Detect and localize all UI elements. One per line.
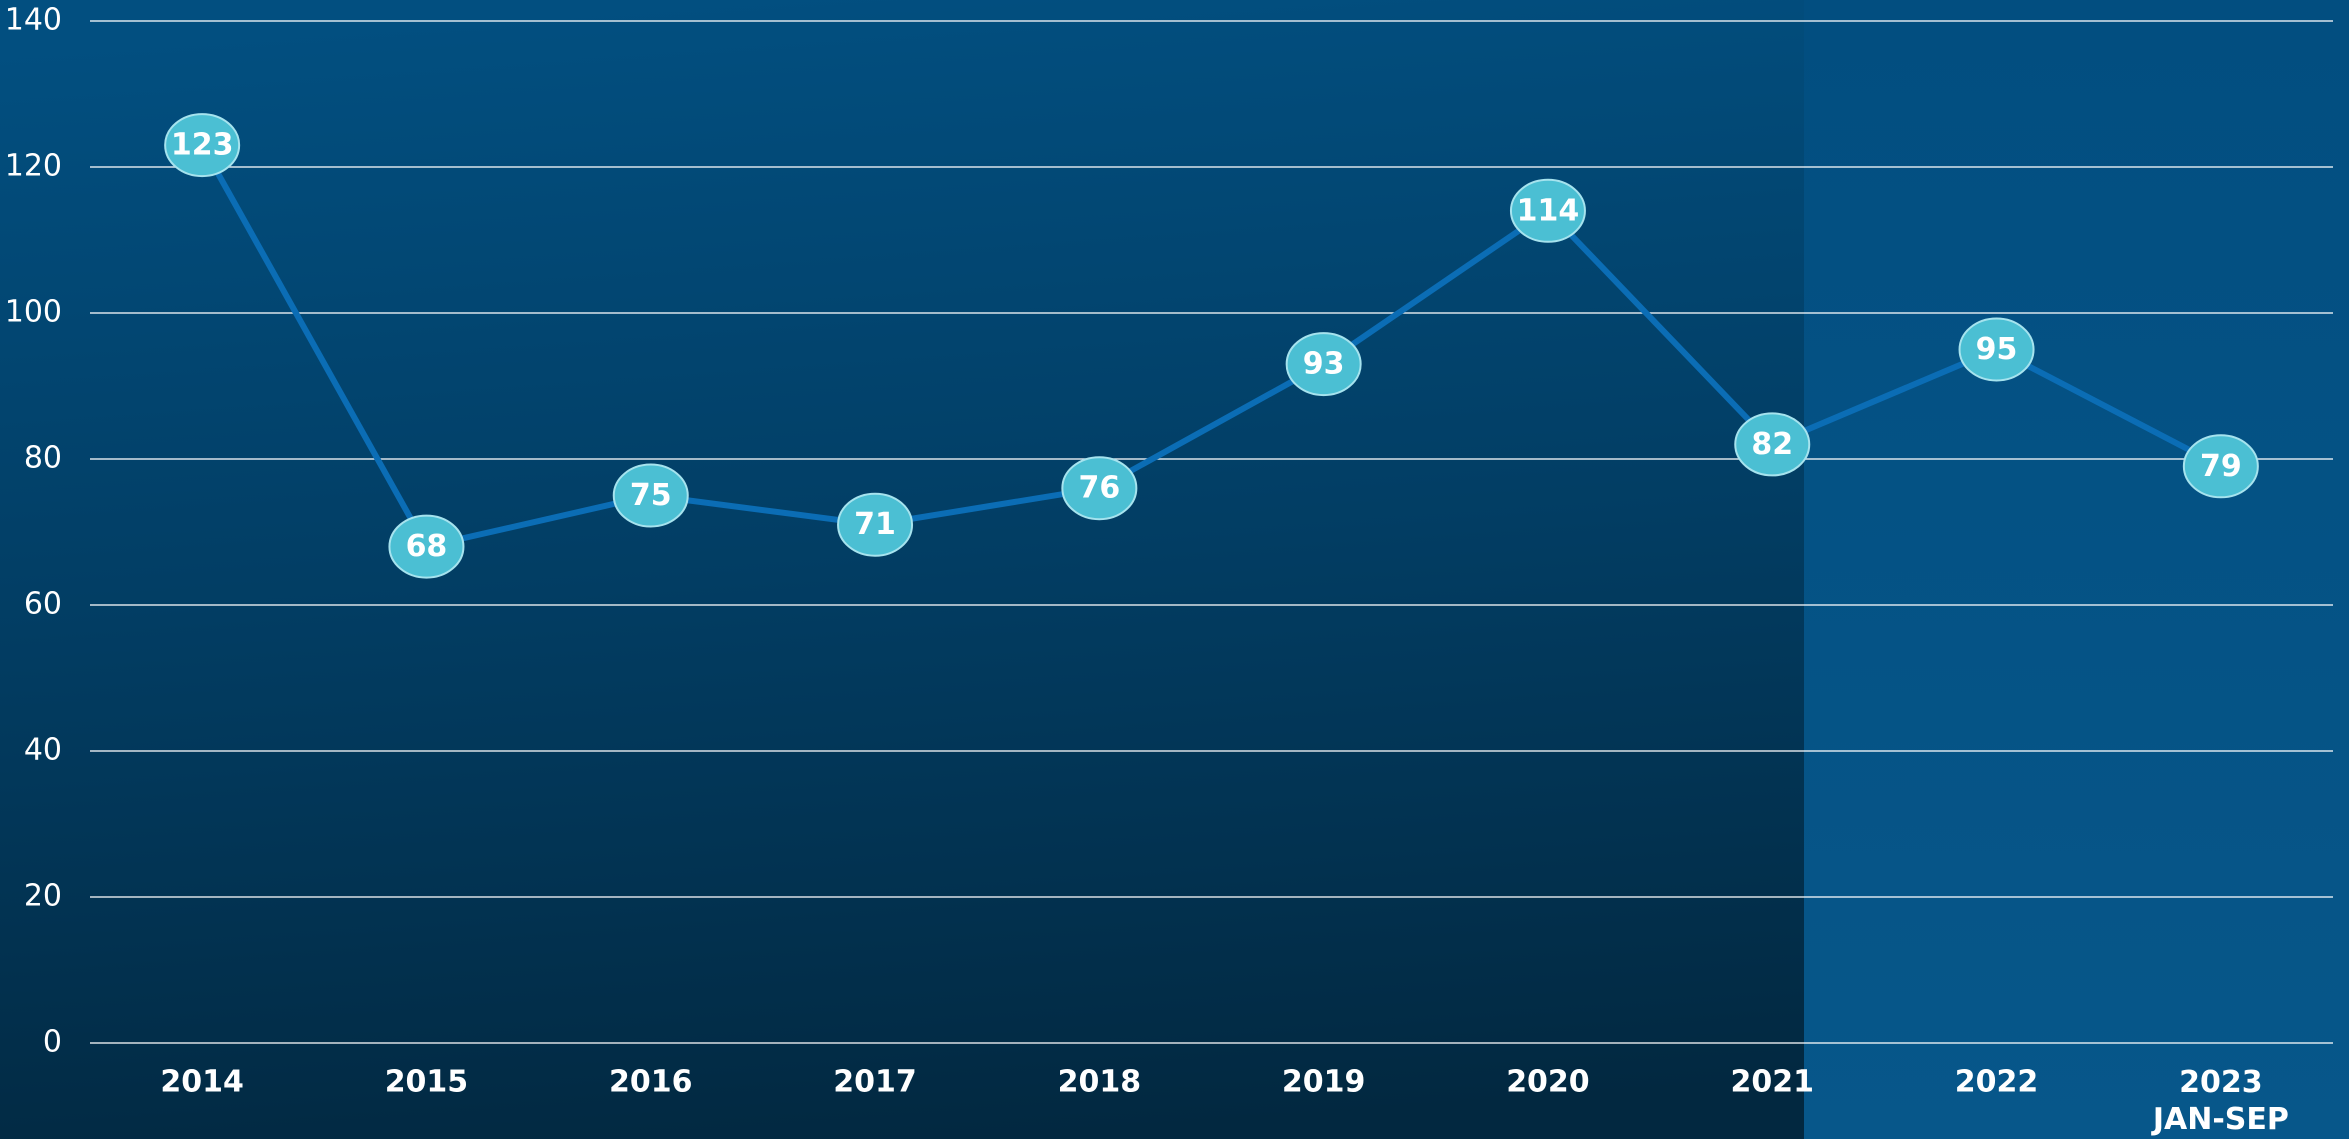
point-marker — [1061, 456, 1138, 521]
y-tick-label: 100 — [5, 295, 62, 330]
data-label: 95 — [1976, 332, 2018, 367]
x-tick-label: 2014 — [160, 1065, 244, 1100]
point-marker — [164, 113, 241, 178]
y-tick-label: 120 — [5, 149, 62, 184]
point-marker — [2182, 434, 2259, 499]
x-tick-label: 2016 — [609, 1065, 693, 1100]
data-label: 75 — [630, 478, 672, 513]
x-tick-label: 2017 — [833, 1065, 917, 1100]
data-label: 93 — [1303, 347, 1345, 382]
x-tick-label: 2015 — [385, 1065, 469, 1100]
data-label: 82 — [1751, 427, 1793, 462]
data-label: 76 — [1078, 471, 1120, 506]
x-tick-label: 2022 — [1955, 1065, 2039, 1100]
data-label: 68 — [406, 529, 448, 564]
point-marker — [612, 463, 689, 528]
highlight-region — [1804, 0, 2349, 1139]
data-label: 123 — [171, 128, 234, 163]
y-tick-label: 80 — [24, 441, 62, 476]
y-tick-label: 0 — [43, 1025, 62, 1060]
x-tick-label: 2018 — [1058, 1065, 1142, 1100]
data-label: 71 — [854, 507, 896, 542]
x-tick-label: 2020 — [1506, 1065, 1590, 1100]
data-label: 79 — [2200, 449, 2242, 484]
y-tick-label: 20 — [24, 879, 62, 914]
x-tick-label: 2021 — [1731, 1065, 1815, 1100]
line — [199, 143, 2223, 550]
y-tick-label: 40 — [24, 733, 62, 768]
y-tick-label: 140 — [5, 3, 62, 38]
point-marker — [837, 492, 914, 557]
y-tick-label: 60 — [24, 587, 62, 622]
point-marker — [1734, 412, 1811, 477]
point-marker — [1509, 178, 1586, 243]
point-marker — [388, 514, 465, 579]
point-marker — [1958, 317, 2035, 382]
x-tick-label: 2023 JAN-SEP — [2151, 1065, 2289, 1137]
point-marker — [1285, 332, 1362, 397]
x-tick-label: 2019 — [1282, 1065, 1366, 1100]
data-label: 114 — [1517, 193, 1580, 228]
